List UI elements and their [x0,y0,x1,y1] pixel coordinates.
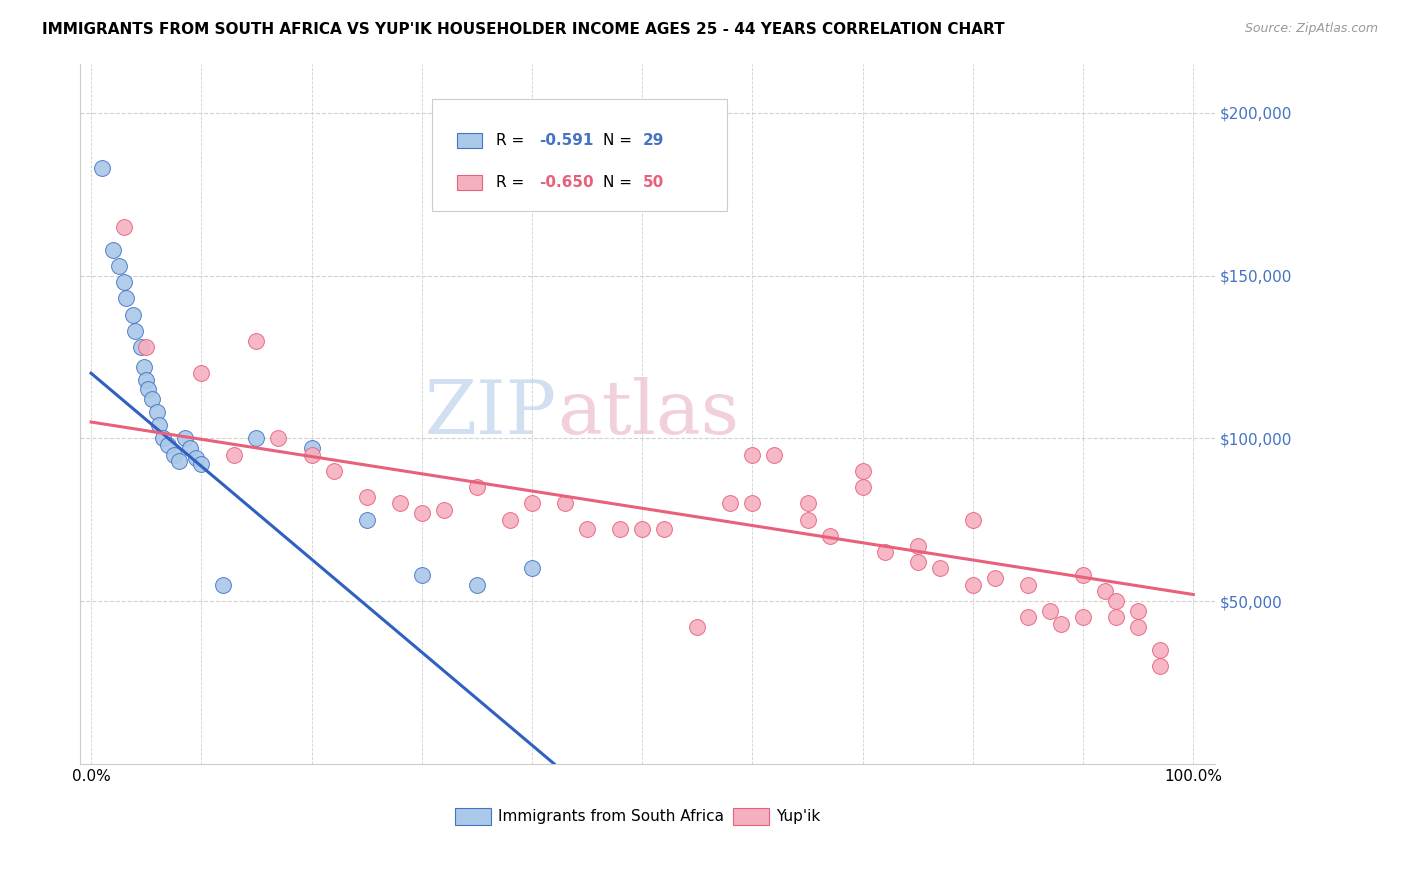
Point [356,490,378,504]
Point [115,291,138,305]
Point [141,392,163,407]
Text: Immigrants from South Africa: Immigrants from South Africa [498,809,724,823]
Point [631,523,654,537]
FancyBboxPatch shape [457,175,482,190]
Point [152,431,174,445]
Point [107,259,129,273]
Text: -0.650: -0.650 [538,175,593,190]
Point [411,506,433,520]
Point [1149,659,1171,673]
Point [465,578,488,592]
Point [741,448,763,462]
Point [818,529,841,543]
Point [609,523,631,537]
Text: Source: ZipAtlas.com: Source: ZipAtlas.com [1244,22,1378,36]
Point [135,373,157,387]
Point [122,308,145,322]
Point [146,405,169,419]
Point [852,464,875,478]
Text: ZIP: ZIP [425,377,557,450]
Point [388,496,411,510]
Point [1017,578,1039,592]
Point [873,545,896,559]
Text: R =: R = [495,133,529,148]
Point [520,496,543,510]
Point [465,480,488,494]
Point [763,448,786,462]
Point [184,450,207,465]
Text: -0.591: -0.591 [538,133,593,148]
Point [520,561,543,575]
Text: Yup'ik: Yup'ik [776,809,820,823]
Point [1017,610,1039,624]
Point [112,275,135,289]
Point [322,464,344,478]
Point [124,324,146,338]
Point [267,431,290,445]
Point [1128,604,1150,618]
Point [928,561,950,575]
Point [167,454,190,468]
Point [1149,643,1171,657]
Point [1071,610,1094,624]
Point [179,441,201,455]
FancyBboxPatch shape [454,808,491,824]
Point [741,496,763,510]
Text: 29: 29 [643,133,665,148]
Point [984,571,1007,585]
Point [112,219,135,234]
Point [907,555,929,569]
Point [301,448,323,462]
Point [157,438,180,452]
Point [962,578,984,592]
Point [301,441,323,455]
Point [132,359,155,374]
Point [173,431,195,445]
Point [1128,620,1150,634]
Point [554,496,576,510]
Point [907,539,929,553]
Point [245,431,267,445]
Point [576,523,599,537]
Text: N =: N = [603,175,637,190]
Point [356,513,378,527]
Text: 50: 50 [643,175,665,190]
Point [190,366,212,380]
Point [796,513,818,527]
Point [245,334,267,348]
Point [1039,604,1062,618]
Text: R =: R = [495,175,529,190]
Point [652,523,675,537]
Point [138,383,160,397]
Text: IMMIGRANTS FROM SOUTH AFRICA VS YUP'IK HOUSEHOLDER INCOME AGES 25 - 44 YEARS COR: IMMIGRANTS FROM SOUTH AFRICA VS YUP'IK H… [42,22,1005,37]
FancyBboxPatch shape [432,99,727,211]
Point [148,418,170,433]
Point [135,340,157,354]
Point [212,578,235,592]
FancyBboxPatch shape [733,808,769,824]
Point [129,340,152,354]
Point [1105,594,1128,608]
Point [499,513,522,527]
Point [190,458,212,472]
Point [411,568,433,582]
Point [1105,610,1128,624]
Point [224,448,246,462]
FancyBboxPatch shape [457,133,482,148]
Point [101,243,124,257]
Point [1094,584,1116,599]
Point [1050,616,1073,631]
Point [433,503,456,517]
Point [1071,568,1094,582]
Point [796,496,818,510]
Point [852,480,875,494]
Point [91,161,114,176]
Point [962,513,984,527]
Point [718,496,741,510]
Point [163,448,186,462]
Text: N =: N = [603,133,637,148]
Text: atlas: atlas [557,377,740,450]
Point [686,620,709,634]
